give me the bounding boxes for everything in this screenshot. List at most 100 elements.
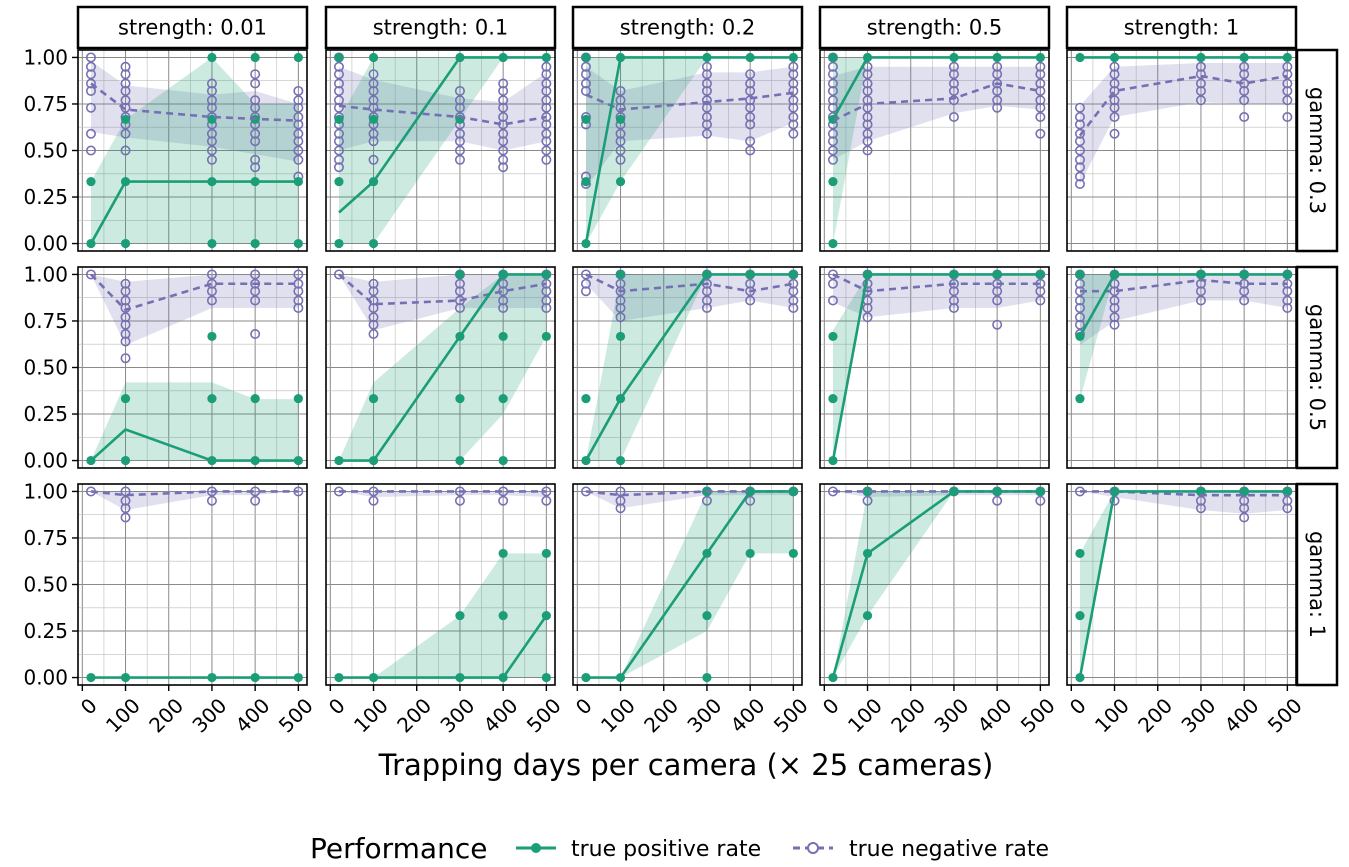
x-tick-label: 0 bbox=[324, 693, 350, 719]
tnr-point bbox=[120, 85, 131, 96]
tpr-point bbox=[498, 610, 508, 621]
col-strip bbox=[76, 5, 309, 50]
tnr-point bbox=[541, 119, 552, 130]
tnr-point bbox=[862, 136, 873, 147]
legend: Performance true positive rate true nega… bbox=[310, 832, 1049, 865]
tnr-point bbox=[85, 52, 96, 63]
tnr-point bbox=[1074, 295, 1085, 306]
tnr-point bbox=[615, 102, 626, 113]
tnr-point bbox=[333, 145, 344, 156]
tnr-point bbox=[454, 95, 465, 106]
tpr-point bbox=[293, 238, 303, 249]
x-tick-label: 0 bbox=[818, 693, 844, 719]
tpr-point bbox=[1075, 610, 1085, 621]
tnr-mean-line bbox=[90, 273, 299, 312]
tnr-point bbox=[615, 302, 626, 313]
tnr-point bbox=[368, 69, 379, 80]
x-tick-label: 500 bbox=[1016, 693, 1060, 737]
row-strip-label: gamma: 0.5 bbox=[1305, 304, 1329, 431]
tnr-point bbox=[454, 286, 465, 297]
tnr-point bbox=[788, 61, 799, 72]
tnr-point bbox=[580, 69, 591, 80]
y-tick-label: 0.75 bbox=[23, 92, 68, 116]
tnr-point bbox=[1109, 302, 1120, 313]
tnr-point bbox=[745, 95, 756, 106]
tnr-point bbox=[580, 78, 591, 89]
tnr-band bbox=[338, 491, 547, 498]
tnr-point bbox=[745, 295, 756, 306]
tnr-point bbox=[293, 295, 304, 306]
tpr-point bbox=[541, 548, 551, 559]
col-strip-label: strength: 0.5 bbox=[867, 16, 1003, 40]
tnr-mean-line bbox=[90, 490, 299, 497]
tnr-point bbox=[992, 102, 1003, 113]
x-tick-label: 400 bbox=[1220, 693, 1264, 737]
tpr-point bbox=[455, 269, 465, 280]
tnr-point bbox=[1195, 503, 1206, 514]
tpr-point bbox=[207, 52, 217, 63]
tpr-point bbox=[368, 238, 379, 249]
tnr-point bbox=[862, 495, 873, 506]
tnr-point bbox=[788, 85, 799, 96]
tnr-point bbox=[1195, 95, 1206, 106]
tnr-point bbox=[85, 128, 96, 139]
panel bbox=[1066, 266, 1297, 469]
tnr-point bbox=[1109, 78, 1120, 89]
tpr-point bbox=[498, 331, 508, 342]
tnr-point bbox=[1195, 286, 1206, 297]
legend-tpr-label: true positive rate bbox=[571, 837, 761, 862]
tpr-mean-line bbox=[831, 490, 1041, 678]
tnr-point bbox=[1282, 295, 1293, 306]
tnr-point bbox=[120, 78, 131, 89]
tnr-point bbox=[701, 119, 712, 130]
tnr-point bbox=[1109, 102, 1120, 113]
tpr-band bbox=[338, 57, 547, 244]
tnr-mean-line bbox=[585, 91, 794, 111]
tnr-point bbox=[293, 85, 304, 96]
y-tick-label: 0.25 bbox=[23, 185, 68, 209]
tnr-point bbox=[615, 278, 626, 289]
col-strip bbox=[324, 5, 557, 50]
y-tick-label: 0.75 bbox=[23, 309, 68, 333]
tnr-point bbox=[454, 154, 465, 165]
tnr-point bbox=[1074, 128, 1085, 139]
x-tick-label: 200 bbox=[392, 693, 436, 737]
x-tick-label: 0 bbox=[571, 693, 597, 719]
row-strip bbox=[1295, 265, 1339, 470]
tnr-mean-line bbox=[90, 82, 299, 123]
tnr-point bbox=[1195, 61, 1206, 72]
tnr-point bbox=[120, 503, 131, 514]
panel: 0 100 200 300 400 500 bbox=[1065, 483, 1307, 737]
tnr-point bbox=[541, 295, 552, 306]
tpr-point bbox=[828, 176, 838, 187]
tnr-point bbox=[1035, 78, 1046, 89]
tnr-point bbox=[454, 136, 465, 147]
tnr-point bbox=[368, 286, 379, 297]
tnr-point bbox=[206, 78, 217, 89]
x-tick-label: 200 bbox=[886, 693, 930, 737]
legend-tnr-label: true negative rate bbox=[849, 837, 1049, 862]
tnr-point bbox=[206, 102, 217, 113]
tnr-point bbox=[788, 102, 799, 113]
tnr-point bbox=[293, 112, 304, 123]
tnr-point bbox=[992, 61, 1003, 72]
tnr-point bbox=[580, 269, 591, 280]
panel bbox=[572, 49, 803, 252]
x-tick-label: 400 bbox=[973, 693, 1017, 737]
tnr-point bbox=[1035, 61, 1046, 72]
tnr-point bbox=[498, 102, 509, 113]
tnr-point bbox=[1282, 61, 1293, 72]
tnr-point bbox=[120, 353, 131, 364]
tpr-point bbox=[581, 176, 591, 187]
tpr-point bbox=[455, 610, 465, 621]
tnr-point bbox=[250, 136, 261, 147]
tnr-point bbox=[333, 102, 344, 113]
tnr-point bbox=[541, 486, 552, 497]
tpr-point bbox=[498, 455, 508, 466]
tnr-point bbox=[788, 286, 799, 297]
tnr-mean-line bbox=[338, 273, 547, 306]
tnr-point bbox=[293, 302, 304, 313]
tpr-mean-line bbox=[831, 273, 1041, 461]
tnr-point bbox=[827, 61, 838, 72]
x-axis-title: Trapping days per camera (× 25 cameras) bbox=[378, 748, 994, 782]
